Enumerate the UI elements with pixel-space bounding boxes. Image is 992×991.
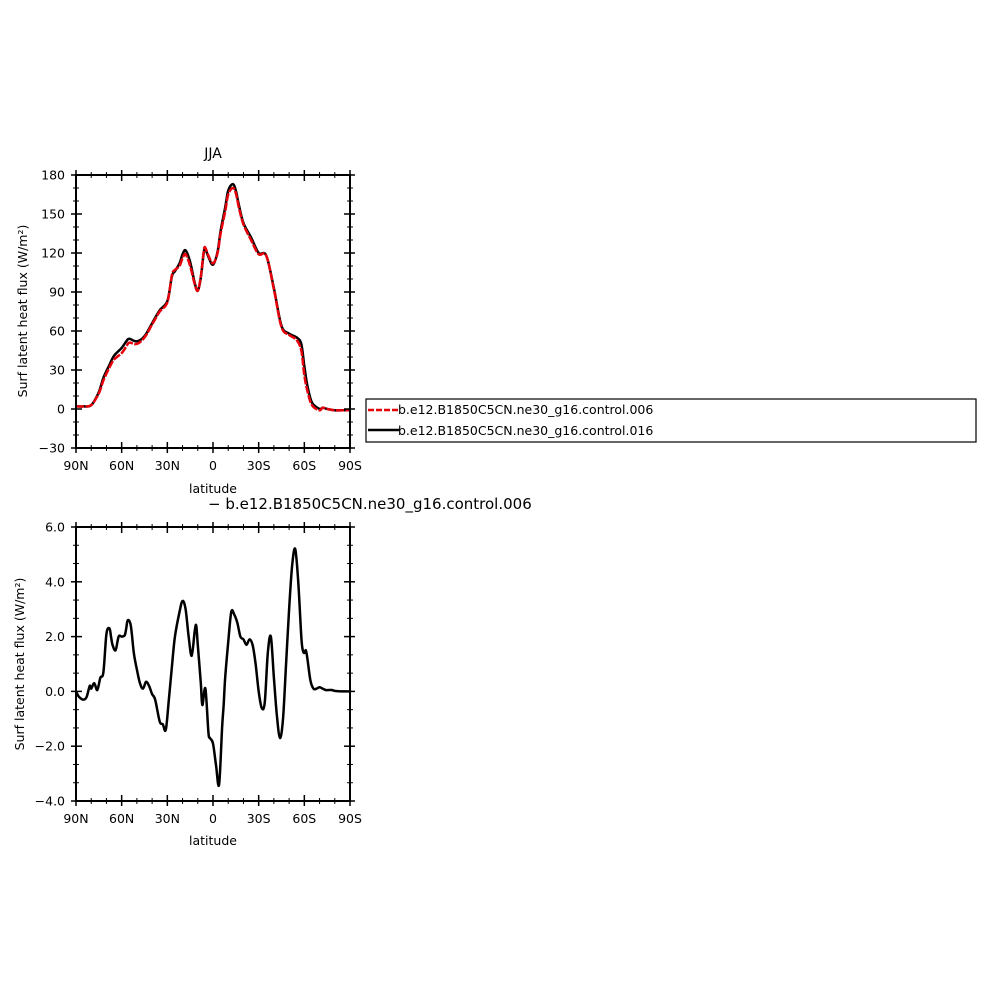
- legend: b.e12.B1850C5CN.ne30_g16.control.006 b.e…: [365, 398, 977, 443]
- top-series-line-0: [75, 186, 350, 412]
- bottom-xtick-label: 30S: [247, 811, 271, 826]
- top-y-axis-label: Surf latent heat flux (W/m²): [15, 225, 30, 398]
- bottom-xtick-label: 90N: [63, 811, 88, 826]
- bottom-xtick-label: 90S: [338, 811, 362, 826]
- bottom-ytick-label: 6.0: [45, 520, 65, 535]
- bottom-xtick-label: 60S: [292, 811, 316, 826]
- top-series-group: [75, 182, 350, 412]
- top-xtick-label: 30S: [247, 458, 271, 473]
- bottom-chart-title: − b.e12.B1850C5CN.ne30_g16.control.006: [208, 495, 532, 514]
- bottom-ytick-label: 2.0: [45, 629, 65, 644]
- bottom-series-line-0: [74, 547, 351, 788]
- top-xtick-label: 90S: [338, 458, 362, 473]
- legend-box: [365, 398, 977, 443]
- bottom-ytick-label: 4.0: [45, 574, 65, 589]
- top-xtick-label: 0: [209, 458, 217, 473]
- top-plot-frame: [75, 174, 351, 449]
- legend-label-016: b.e12.B1850C5CN.ne30_g16.control.016: [398, 423, 653, 438]
- top-xtick-label: 30N: [155, 458, 180, 473]
- bottom-panel: − b.e12.B1850C5CN.ne30_g16.control.006 9…: [12, 495, 532, 848]
- bottom-xtick-label: 30N: [155, 811, 180, 826]
- top-chart-title: JJA: [203, 146, 222, 162]
- bottom-y-axis-label: Surf latent heat flux (W/m²): [12, 578, 27, 751]
- top-ytick-label: 30: [49, 363, 65, 378]
- bottom-series-group: [74, 547, 351, 788]
- bottom-ytick-label: −2.0: [35, 739, 65, 754]
- top-xtick-label: 90N: [63, 458, 88, 473]
- bottom-xtick-label: 0: [209, 811, 217, 826]
- legend-label-006: b.e12.B1850C5CN.ne30_g16.control.006: [398, 402, 653, 417]
- top-ytick-label: 180: [41, 168, 65, 183]
- top-ytick-label: 60: [49, 324, 65, 339]
- top-xtick-label: 60N: [109, 458, 134, 473]
- top-ticks-group: 90N 60N 30N 0 30S 60S 90S −30 0 30 60 90 120 150 180: [39, 168, 362, 474]
- top-xtick-label: 60S: [292, 458, 316, 473]
- bottom-xtick-label: 60N: [109, 811, 134, 826]
- bottom-ticks-group: 90N 60N 30N 0 30S 60S 90S −4.0 −2.0 0.0 2.0 4.0 6.0: [35, 520, 362, 827]
- bottom-ytick-label: 0.0: [45, 684, 65, 699]
- bottom-x-axis-label: latitude: [189, 833, 237, 848]
- top-ytick-label: −30: [39, 441, 65, 456]
- top-ytick-label: 120: [41, 246, 65, 261]
- top-panel: JJA 90N 60N 30N 0 30S 60S 90S −30 0 30 60 90 120 150 1…: [15, 146, 362, 496]
- bottom-ytick-label: −4.0: [35, 794, 65, 809]
- top-series-line-1: [75, 182, 350, 412]
- top-ytick-label: 0: [57, 402, 65, 417]
- top-ytick-label: 150: [41, 207, 65, 222]
- top-x-axis-label: latitude: [189, 481, 237, 496]
- top-ytick-label: 90: [49, 285, 65, 300]
